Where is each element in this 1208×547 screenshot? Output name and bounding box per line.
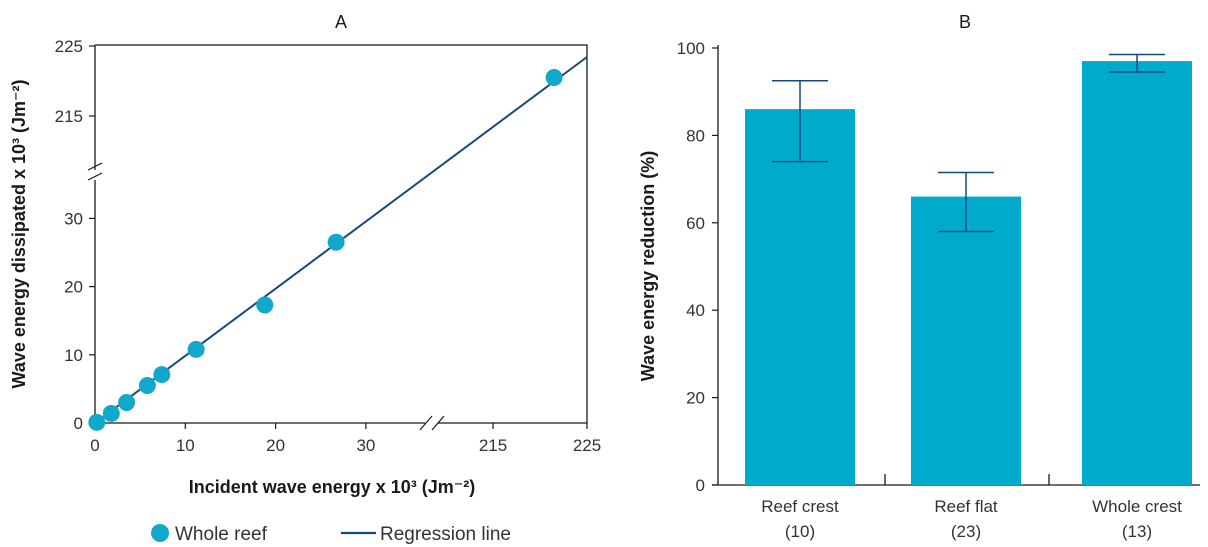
panel-b: B 0 20 40 60 80 100 Reef crest (10) Reef flat (2… bbox=[638, 12, 1200, 541]
legend: Whole reef Regression line bbox=[151, 524, 511, 545]
data-point-whole-reef bbox=[118, 394, 136, 412]
category-label: Reef crest bbox=[761, 497, 839, 516]
data-point-whole-reef bbox=[256, 296, 274, 314]
panel-a: A 0 10 20 30 215 225 0 10 20 30 215 225 Incident wa… bbox=[9, 12, 601, 545]
panel-a-y-tick-label: 10 bbox=[64, 346, 83, 365]
panel-a-frame bbox=[95, 44, 588, 424]
panel-a-title: A bbox=[335, 12, 347, 32]
panel-a-y-tick-label: 215 bbox=[55, 107, 83, 126]
panel-a-x-tick-label: 10 bbox=[176, 436, 195, 455]
panel-a-y-tick-label: 225 bbox=[55, 37, 83, 56]
panel-a-x-tick-label: 0 bbox=[90, 436, 99, 455]
category-count-label: (23) bbox=[951, 522, 981, 541]
panel-b-y-tick-label: 80 bbox=[686, 126, 705, 145]
category-count-label: (10) bbox=[785, 522, 815, 541]
data-point-whole-reef bbox=[138, 376, 156, 394]
panel-a-y-label: Wave energy dissipated x 10³ (Jm⁻²) bbox=[9, 80, 29, 389]
legend-marker-whole-reef bbox=[151, 524, 169, 542]
panel-b-ticks: 0 20 40 60 80 100 bbox=[677, 39, 1050, 495]
panel-a-x-tick-label: 20 bbox=[266, 436, 285, 455]
data-point-whole-reef bbox=[545, 69, 563, 86]
legend-label-whole-reef: Whole reef bbox=[175, 524, 268, 545]
category-label: Reef flat bbox=[934, 497, 998, 516]
panel-b-y-label: Wave energy reduction (%) bbox=[638, 151, 658, 381]
panel-a-x-tick-label: 30 bbox=[356, 436, 375, 455]
panel-a-x-label: Incident wave energy x 10³ (Jm⁻²) bbox=[189, 477, 476, 497]
data-point-whole-reef bbox=[187, 340, 205, 358]
panel-b-title: B bbox=[959, 12, 971, 32]
bar-reef-flat bbox=[911, 196, 1021, 485]
panel-a-ticks: 0 10 20 30 215 225 0 10 20 30 215 225 bbox=[55, 37, 602, 455]
panel-b-y-tick-label: 20 bbox=[686, 389, 705, 408]
panel-b-bars: Reef crest (10) Reef flat (23) Whole crest (1… bbox=[745, 53, 1192, 541]
data-point-whole-reef bbox=[153, 366, 171, 384]
panel-a-x-tick-label: 225 bbox=[573, 436, 601, 455]
bar-reef-crest bbox=[745, 109, 855, 486]
panel-a-x-tick-label: 215 bbox=[479, 436, 507, 455]
panel-a-points bbox=[88, 69, 563, 431]
legend-label-regression-line: Regression line bbox=[380, 524, 511, 545]
panel-a-y-tick-label: 20 bbox=[64, 278, 83, 297]
data-point-whole-reef bbox=[102, 404, 120, 422]
data-point-whole-reef bbox=[88, 413, 106, 431]
panel-a-y-axis-break bbox=[87, 162, 103, 181]
panel-b-y-tick-label: 60 bbox=[686, 214, 705, 233]
panel-b-y-tick-label: 100 bbox=[677, 39, 705, 58]
data-point-whole-reef bbox=[327, 233, 345, 251]
bar-whole-crest bbox=[1082, 61, 1192, 486]
panel-a-y-tick-label: 30 bbox=[64, 209, 83, 228]
panel-b-y-tick-label: 0 bbox=[696, 476, 705, 495]
panel-a-x-axis-break bbox=[419, 415, 445, 431]
panel-a-y-tick-label: 0 bbox=[74, 414, 83, 433]
category-label: Whole crest bbox=[1092, 497, 1182, 516]
category-count-label: (13) bbox=[1122, 522, 1152, 541]
panel-b-y-tick-label: 40 bbox=[686, 301, 705, 320]
